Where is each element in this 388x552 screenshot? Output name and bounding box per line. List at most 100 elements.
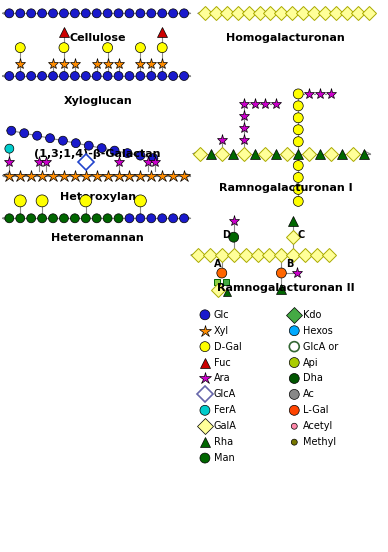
Circle shape bbox=[16, 9, 25, 18]
Text: Rha: Rha bbox=[214, 437, 233, 447]
Circle shape bbox=[114, 214, 123, 223]
Text: Heteroxylan: Heteroxylan bbox=[60, 193, 136, 203]
Circle shape bbox=[33, 131, 42, 140]
Circle shape bbox=[16, 72, 25, 81]
Text: Hexos: Hexos bbox=[303, 326, 333, 336]
Circle shape bbox=[70, 72, 79, 81]
Text: Methyl: Methyl bbox=[303, 437, 336, 447]
Circle shape bbox=[48, 72, 57, 81]
Text: GalA: GalA bbox=[214, 421, 237, 431]
Circle shape bbox=[125, 214, 134, 223]
Circle shape bbox=[45, 134, 54, 142]
Circle shape bbox=[149, 153, 158, 163]
Circle shape bbox=[147, 9, 156, 18]
Circle shape bbox=[158, 72, 167, 81]
Circle shape bbox=[59, 9, 68, 18]
Text: A: A bbox=[214, 259, 222, 269]
Circle shape bbox=[14, 195, 26, 207]
Circle shape bbox=[70, 9, 79, 18]
Text: C: C bbox=[298, 230, 305, 240]
Circle shape bbox=[59, 136, 68, 145]
Text: GlcA: GlcA bbox=[214, 389, 236, 400]
Circle shape bbox=[97, 144, 106, 152]
Circle shape bbox=[289, 374, 299, 384]
Circle shape bbox=[59, 43, 69, 52]
Circle shape bbox=[169, 9, 178, 18]
Circle shape bbox=[92, 72, 101, 81]
Circle shape bbox=[136, 151, 145, 160]
Circle shape bbox=[180, 72, 189, 81]
Text: Man: Man bbox=[214, 453, 235, 463]
Text: Ac: Ac bbox=[303, 389, 315, 400]
Circle shape bbox=[291, 439, 297, 445]
Circle shape bbox=[180, 214, 189, 223]
Circle shape bbox=[92, 9, 101, 18]
Circle shape bbox=[59, 214, 68, 223]
Circle shape bbox=[103, 43, 113, 52]
Text: L-Gal: L-Gal bbox=[303, 405, 329, 415]
Circle shape bbox=[200, 453, 210, 463]
Circle shape bbox=[38, 214, 47, 223]
Circle shape bbox=[48, 214, 57, 223]
Circle shape bbox=[293, 197, 303, 206]
Text: FerA: FerA bbox=[214, 405, 236, 415]
Circle shape bbox=[180, 9, 189, 18]
Circle shape bbox=[81, 72, 90, 81]
Circle shape bbox=[27, 214, 36, 223]
Circle shape bbox=[293, 137, 303, 147]
Circle shape bbox=[5, 144, 14, 153]
Text: D-Gal: D-Gal bbox=[214, 342, 242, 352]
Text: D: D bbox=[222, 230, 230, 240]
Circle shape bbox=[157, 43, 167, 52]
Text: (1,3;1,4)-β-Galactan: (1,3;1,4)-β-Galactan bbox=[35, 148, 161, 158]
Circle shape bbox=[136, 9, 145, 18]
Circle shape bbox=[81, 214, 90, 223]
Circle shape bbox=[136, 72, 145, 81]
Text: Api: Api bbox=[303, 358, 319, 368]
Circle shape bbox=[289, 389, 299, 400]
Circle shape bbox=[293, 173, 303, 183]
Circle shape bbox=[103, 214, 112, 223]
Circle shape bbox=[38, 72, 47, 81]
Circle shape bbox=[27, 9, 36, 18]
Text: Fuc: Fuc bbox=[214, 358, 230, 368]
Text: Cellulose: Cellulose bbox=[69, 33, 126, 43]
Text: Heteromannan: Heteromannan bbox=[51, 233, 144, 243]
Circle shape bbox=[200, 310, 210, 320]
Circle shape bbox=[276, 268, 286, 278]
Circle shape bbox=[71, 139, 80, 147]
Circle shape bbox=[158, 214, 167, 223]
Circle shape bbox=[293, 161, 303, 171]
Circle shape bbox=[16, 214, 25, 223]
Circle shape bbox=[293, 184, 303, 194]
Circle shape bbox=[92, 214, 101, 223]
Circle shape bbox=[135, 43, 146, 52]
Circle shape bbox=[293, 101, 303, 111]
Circle shape bbox=[110, 146, 119, 155]
Circle shape bbox=[289, 358, 299, 368]
Circle shape bbox=[103, 9, 112, 18]
Circle shape bbox=[81, 9, 90, 18]
Circle shape bbox=[70, 214, 79, 223]
Circle shape bbox=[200, 405, 210, 415]
Circle shape bbox=[158, 9, 167, 18]
Circle shape bbox=[59, 72, 68, 81]
Circle shape bbox=[229, 232, 239, 242]
Circle shape bbox=[147, 214, 156, 223]
Circle shape bbox=[125, 72, 134, 81]
Circle shape bbox=[293, 89, 303, 99]
Text: Glc: Glc bbox=[214, 310, 229, 320]
Circle shape bbox=[5, 214, 14, 223]
Circle shape bbox=[5, 9, 14, 18]
Circle shape bbox=[293, 125, 303, 135]
Circle shape bbox=[5, 72, 14, 81]
Circle shape bbox=[114, 72, 123, 81]
Circle shape bbox=[84, 141, 93, 150]
Circle shape bbox=[123, 148, 132, 158]
Circle shape bbox=[36, 195, 48, 207]
Circle shape bbox=[27, 72, 36, 81]
Text: Xyl: Xyl bbox=[214, 326, 229, 336]
Text: Homogalacturonan: Homogalacturonan bbox=[226, 33, 345, 43]
Circle shape bbox=[289, 405, 299, 415]
Circle shape bbox=[7, 126, 16, 135]
